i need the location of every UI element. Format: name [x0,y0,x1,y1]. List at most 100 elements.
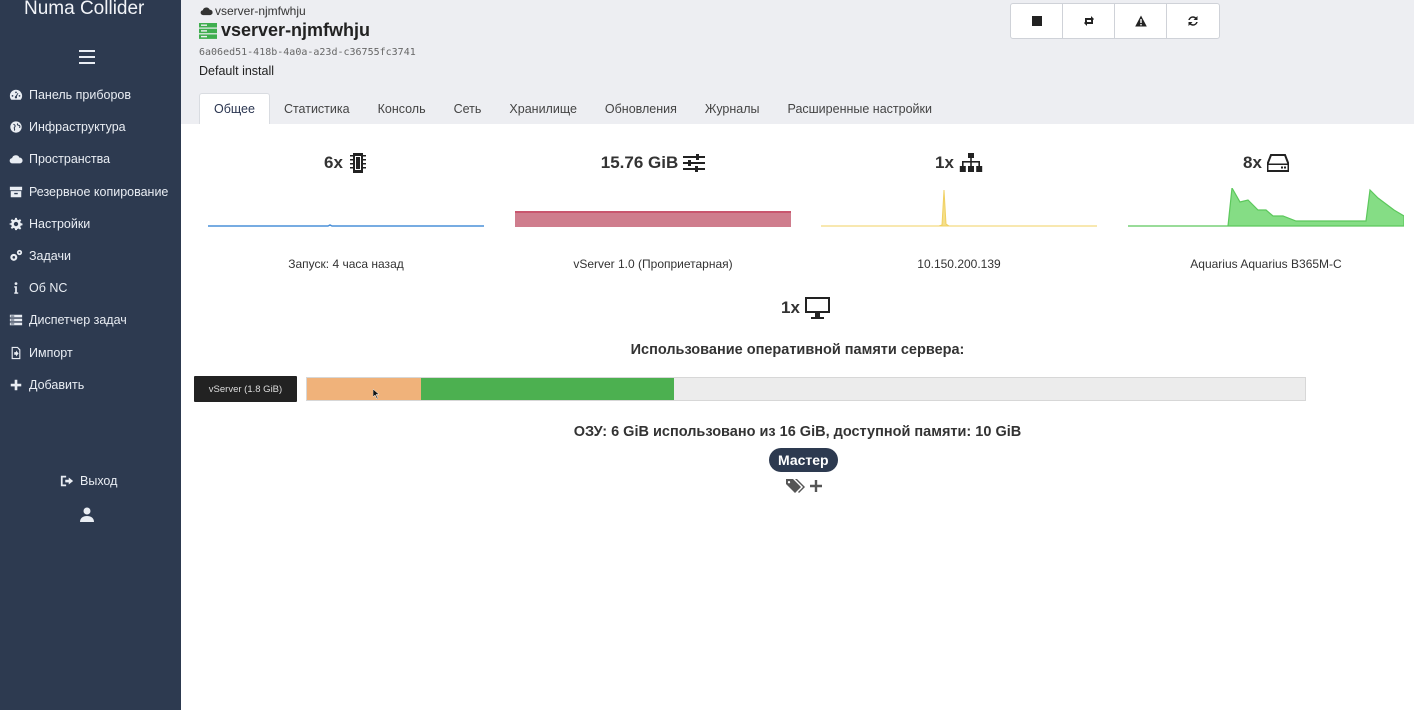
sidebar-item-tasks[interactable]: Задачи [0,240,181,272]
cpu-count: 6x [324,153,343,172]
sidebar-item-label: Пространства [29,152,111,167]
refresh-button[interactable] [1167,4,1219,38]
warning-icon [1134,15,1147,27]
memory-usage-title: Использование оперативной памяти сервера… [630,342,965,358]
network-count: 1x [935,153,954,172]
cpu-stat: 6x Запуск: 4 часа назад [208,148,484,271]
stop-button[interactable] [1011,4,1063,38]
display-count: 1x [781,298,800,317]
sidebar-item-task-manager[interactable]: Диспетчер задач [0,304,181,336]
tags-area [786,478,822,494]
tab-bar: Общее Статистика Консоль Сеть Хранилище … [199,93,946,124]
memory-usage-bar [306,377,1306,401]
add-tag-icon[interactable] [810,480,822,492]
sidebar-item-label: Добавить [29,377,85,392]
info-icon [8,280,24,296]
sidebar-item-label: Резервное копирование [29,184,169,199]
ram-summary: ОЗУ: 6 GiB использовано из 16 GiB, досту… [573,424,1022,440]
sidebar-item-import[interactable]: Импорт [0,337,181,369]
tasks-icon [8,312,24,328]
hdd-icon [1266,154,1289,172]
dashboard-icon [8,87,24,103]
sliders-icon [683,154,706,172]
sidebar-nav: Панель приборов Инфраструктура Пространс… [0,79,181,401]
globe-icon [8,119,24,135]
memory-size: 15.76 GiB [600,153,679,172]
display-stat: 1x [781,296,831,320]
tab-logs[interactable]: Журналы [704,101,760,116]
page-title: vserver-njmfwhju [199,20,370,41]
sidebar-item-label: Импорт [29,345,73,360]
mouse-cursor-icon [373,389,380,399]
sidebar-item-label: Задачи [29,249,71,264]
tab-stats[interactable]: Статистика [283,101,350,116]
sidebar-item-spaces[interactable]: Пространства [0,143,181,175]
sidebar-item-label: Инфраструктура [29,120,126,135]
cloud-icon [8,151,24,167]
vm-description[interactable]: Default install [199,64,275,78]
network-sparkline [821,189,1097,227]
tab-network[interactable]: Сеть [453,101,482,116]
cpu-icon [349,153,366,173]
app-title: Numa Collider [24,0,145,19]
tab-general[interactable]: Общее [199,93,270,124]
memory-segment-used [421,378,674,400]
sidebar-item-label: Панель приборов [29,88,132,103]
sidebar-item-label: Настройки [29,216,91,231]
hamburger-menu-icon[interactable] [79,50,95,64]
sidebar-item-about[interactable]: Об NC [0,272,181,304]
memory-sparkline [515,211,791,227]
force-shutdown-button[interactable] [1115,4,1167,38]
logout-label: Выход [80,474,118,488]
gears-icon [8,248,24,264]
cpu-sparkline [208,224,484,227]
tags-icon [786,479,805,493]
restart-icon [1083,16,1094,26]
file-import-icon [8,345,24,361]
sidebar-item-infrastructure[interactable]: Инфраструктура [0,111,181,143]
breadcrumb[interactable]: vserver-njmfwhju [200,4,306,18]
memory-segment-vserver[interactable] [307,378,421,400]
vm-uuid: 6a06ed51-418b-4a0a-a23d-c36755fc3741 [199,47,416,58]
desktop-icon [804,297,830,319]
user-icon[interactable] [80,507,94,527]
restart-button[interactable] [1063,4,1115,38]
sidebar-item-add[interactable]: Добавить [0,369,181,401]
tab-advanced[interactable]: Расширенные настройки [787,101,932,116]
master-badge[interactable]: Мастер [769,448,838,472]
header: vserver-njmfwhju vserver-njmfwhju 6a06ed… [181,0,1414,124]
sidebar-item-label: Диспетчер задач [29,313,127,328]
sidebar-item-dashboard[interactable]: Панель приборов [0,79,181,111]
disk-count: 8x [1243,153,1262,172]
main-content: 6x Запуск: 4 часа назад 15.76 GiB vServe… [181,124,1414,710]
cloud-icon [200,7,213,16]
logout-button[interactable]: Выход [60,474,117,488]
network-caption: 10.150.200.139 [917,257,1001,271]
disk-stat: 8x Aquarius Aquarius B365M-C [1128,148,1405,271]
breadcrumb-label: vserver-njmfwhju [215,4,306,18]
tab-updates[interactable]: Обновления [604,101,677,116]
sidebar: Numa Collider Панель приборов Инфраструк… [0,0,181,710]
tab-storage[interactable]: Хранилище [509,101,577,116]
action-buttons [1010,3,1220,39]
sidebar-item-backup[interactable]: Резервное копирование [0,176,181,208]
plus-icon [8,377,24,393]
memory-caption: vServer 1.0 (Проприетарная) [573,257,733,271]
disk-sparkline [1128,186,1405,227]
tab-console[interactable]: Консоль [377,101,426,116]
sign-out-icon [60,475,74,487]
stop-icon [1031,16,1042,26]
cpu-caption: Запуск: 4 часа назад [288,257,404,271]
refresh-icon [1188,16,1198,26]
vm-name: vserver-njmfwhju [221,20,371,40]
archive-icon [8,184,24,200]
network-stat: 1x 10.150.200.139 [821,148,1097,271]
memory-vm-label: vServer (1.8 GiB) [194,376,297,402]
memory-stat: 15.76 GiB vServer 1.0 (Проприетарная) [515,148,791,271]
server-icon [199,22,217,39]
gear-icon [8,216,24,232]
sidebar-item-label: Об NC [29,281,68,296]
disk-caption: Aquarius Aquarius B365M-C [1190,257,1342,271]
sidebar-item-settings[interactable]: Настройки [0,208,181,240]
sitemap-icon [959,153,983,172]
